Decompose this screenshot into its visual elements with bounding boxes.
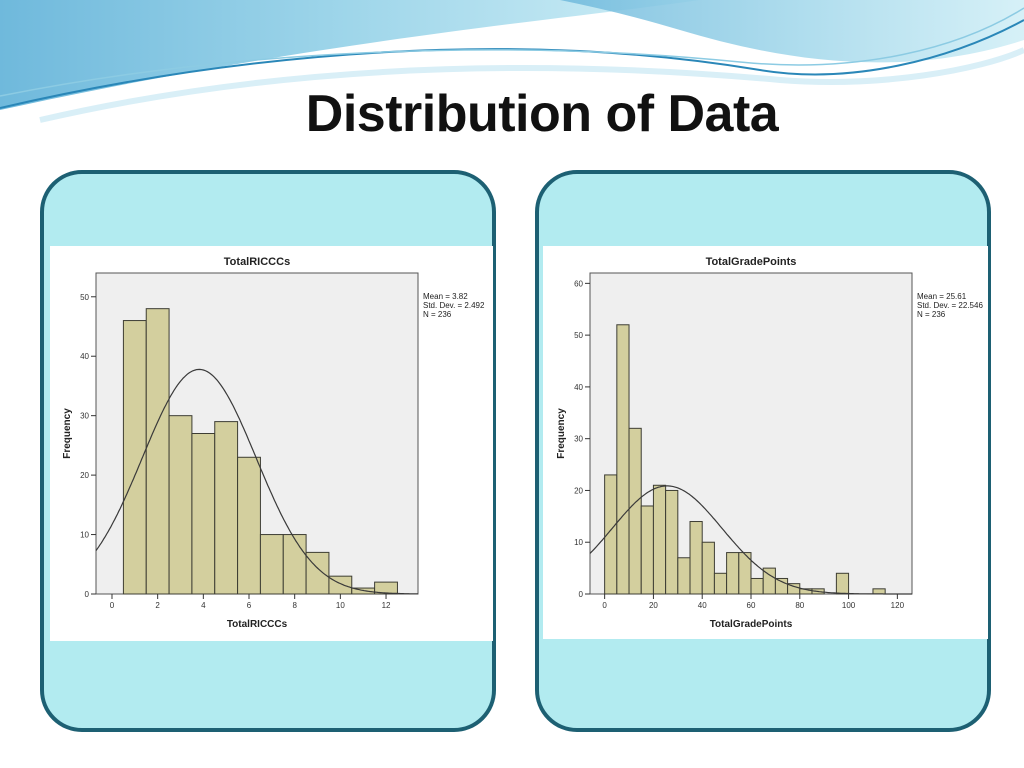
- histogram-bar: [168, 415, 193, 595]
- y-tick-label: 40: [80, 352, 89, 361]
- x-tick-label: 6: [247, 601, 252, 610]
- histogram-bar: [616, 324, 630, 595]
- y-tick-label: 50: [574, 331, 583, 340]
- total-ricccs-chart-title: TotalRICCCs: [224, 256, 290, 268]
- y-tick-label: 50: [80, 293, 89, 302]
- x-tick-label: 40: [698, 601, 707, 610]
- histogram-bar: [640, 505, 654, 595]
- normal-curve: [95, 368, 419, 595]
- total-ricccs-y-axis-label: Frequency: [62, 408, 73, 459]
- histogram-bar: [726, 552, 740, 595]
- x-tick-label: 8: [292, 601, 297, 610]
- histogram-bar: [652, 484, 667, 595]
- x-tick-label: 10: [336, 601, 345, 610]
- histogram-bar: [237, 456, 261, 595]
- total-grade-points-x-axis-label: TotalGradePoints: [710, 619, 793, 630]
- histogram-bar: [214, 421, 239, 595]
- x-tick-label: 12: [382, 601, 391, 610]
- x-tick-label: 2: [155, 601, 160, 610]
- histogram-bar: [628, 427, 642, 595]
- y-tick-label: 60: [574, 279, 583, 288]
- slide-title: Distribution of Data: [305, 85, 779, 143]
- histogram-bar: [145, 308, 170, 595]
- total-ricccs-histogram: TotalRICCCs 0 10 20 30 40 50 0 2 4 6 8 10 12 TotalRICC…: [50, 246, 493, 641]
- x-tick-label: 100: [842, 601, 856, 610]
- total-grade-points-stats-legend: Mean = 25.61 Std. Dev. = 22.546 N = 236: [917, 292, 983, 319]
- x-tick-label: 4: [201, 601, 206, 610]
- histogram-bar: [738, 552, 752, 595]
- total-ricccs-chart-svg: TotalRICCCs 0 10 20 30 40 50 0 2 4 6 8 10 12 TotalRICC…: [62, 256, 419, 630]
- total-grade-points-chart-svg: TotalGradePoints 0 10 20 30 40 50 60 0 20 40 60 80 10…: [556, 256, 913, 630]
- histogram-bar: [750, 577, 764, 595]
- x-tick-label: 120: [891, 601, 905, 610]
- total-grade-points-y-axis-label: Frequency: [556, 408, 567, 459]
- total-grade-points-chart-title: TotalGradePoints: [706, 256, 797, 268]
- y-tick-label: 20: [574, 486, 583, 495]
- n-label: N = 236: [917, 310, 946, 319]
- x-tick-label: 0: [110, 601, 115, 610]
- std-dev-label: Std. Dev. = 2.492: [423, 301, 485, 310]
- y-tick-label: 10: [574, 538, 583, 547]
- y-tick-label: 30: [574, 435, 583, 444]
- histogram-bar: [305, 551, 330, 595]
- x-tick-label: 0: [602, 601, 607, 610]
- y-tick-label: 10: [80, 531, 89, 540]
- histogram-bar: [713, 572, 728, 595]
- total-ricccs-x-axis-label: TotalRICCCs: [227, 619, 288, 630]
- y-tick-label: 30: [80, 412, 89, 421]
- x-tick-label: 60: [747, 601, 756, 610]
- std-dev-label: Std. Dev. = 22.546: [917, 301, 983, 310]
- histogram-bar: [835, 572, 850, 595]
- y-tick-label: 0: [85, 590, 90, 599]
- total-ricccs-stats-legend: Mean = 3.82 Std. Dev. = 2.492 N = 236: [423, 292, 484, 319]
- y-tick-label: 0: [579, 590, 584, 599]
- x-tick-label: 80: [795, 601, 804, 610]
- histogram-bar: [774, 577, 789, 595]
- histogram-bar: [701, 541, 715, 595]
- header-waves-decoration: [0, 0, 1024, 123]
- histogram-bar: [665, 489, 679, 595]
- histogram-bar: [191, 433, 216, 595]
- histogram-bar: [677, 557, 691, 595]
- histogram-bar: [872, 588, 886, 595]
- histogram-bar: [282, 534, 307, 595]
- y-tick-label: 20: [80, 471, 89, 480]
- y-tick-label: 40: [574, 383, 583, 392]
- histogram-bar: [689, 521, 703, 595]
- n-label: N = 236: [423, 310, 452, 319]
- total-grade-points-histogram: TotalGradePoints 0 10 20 30 40 50 60 0 20 40 60 80 10…: [543, 246, 988, 639]
- x-tick-label: 20: [649, 601, 658, 610]
- histogram-bar: [259, 534, 284, 595]
- normal-curve: [589, 485, 912, 595]
- mean-label: Mean = 25.61: [917, 292, 967, 301]
- mean-label: Mean = 3.82: [423, 292, 468, 301]
